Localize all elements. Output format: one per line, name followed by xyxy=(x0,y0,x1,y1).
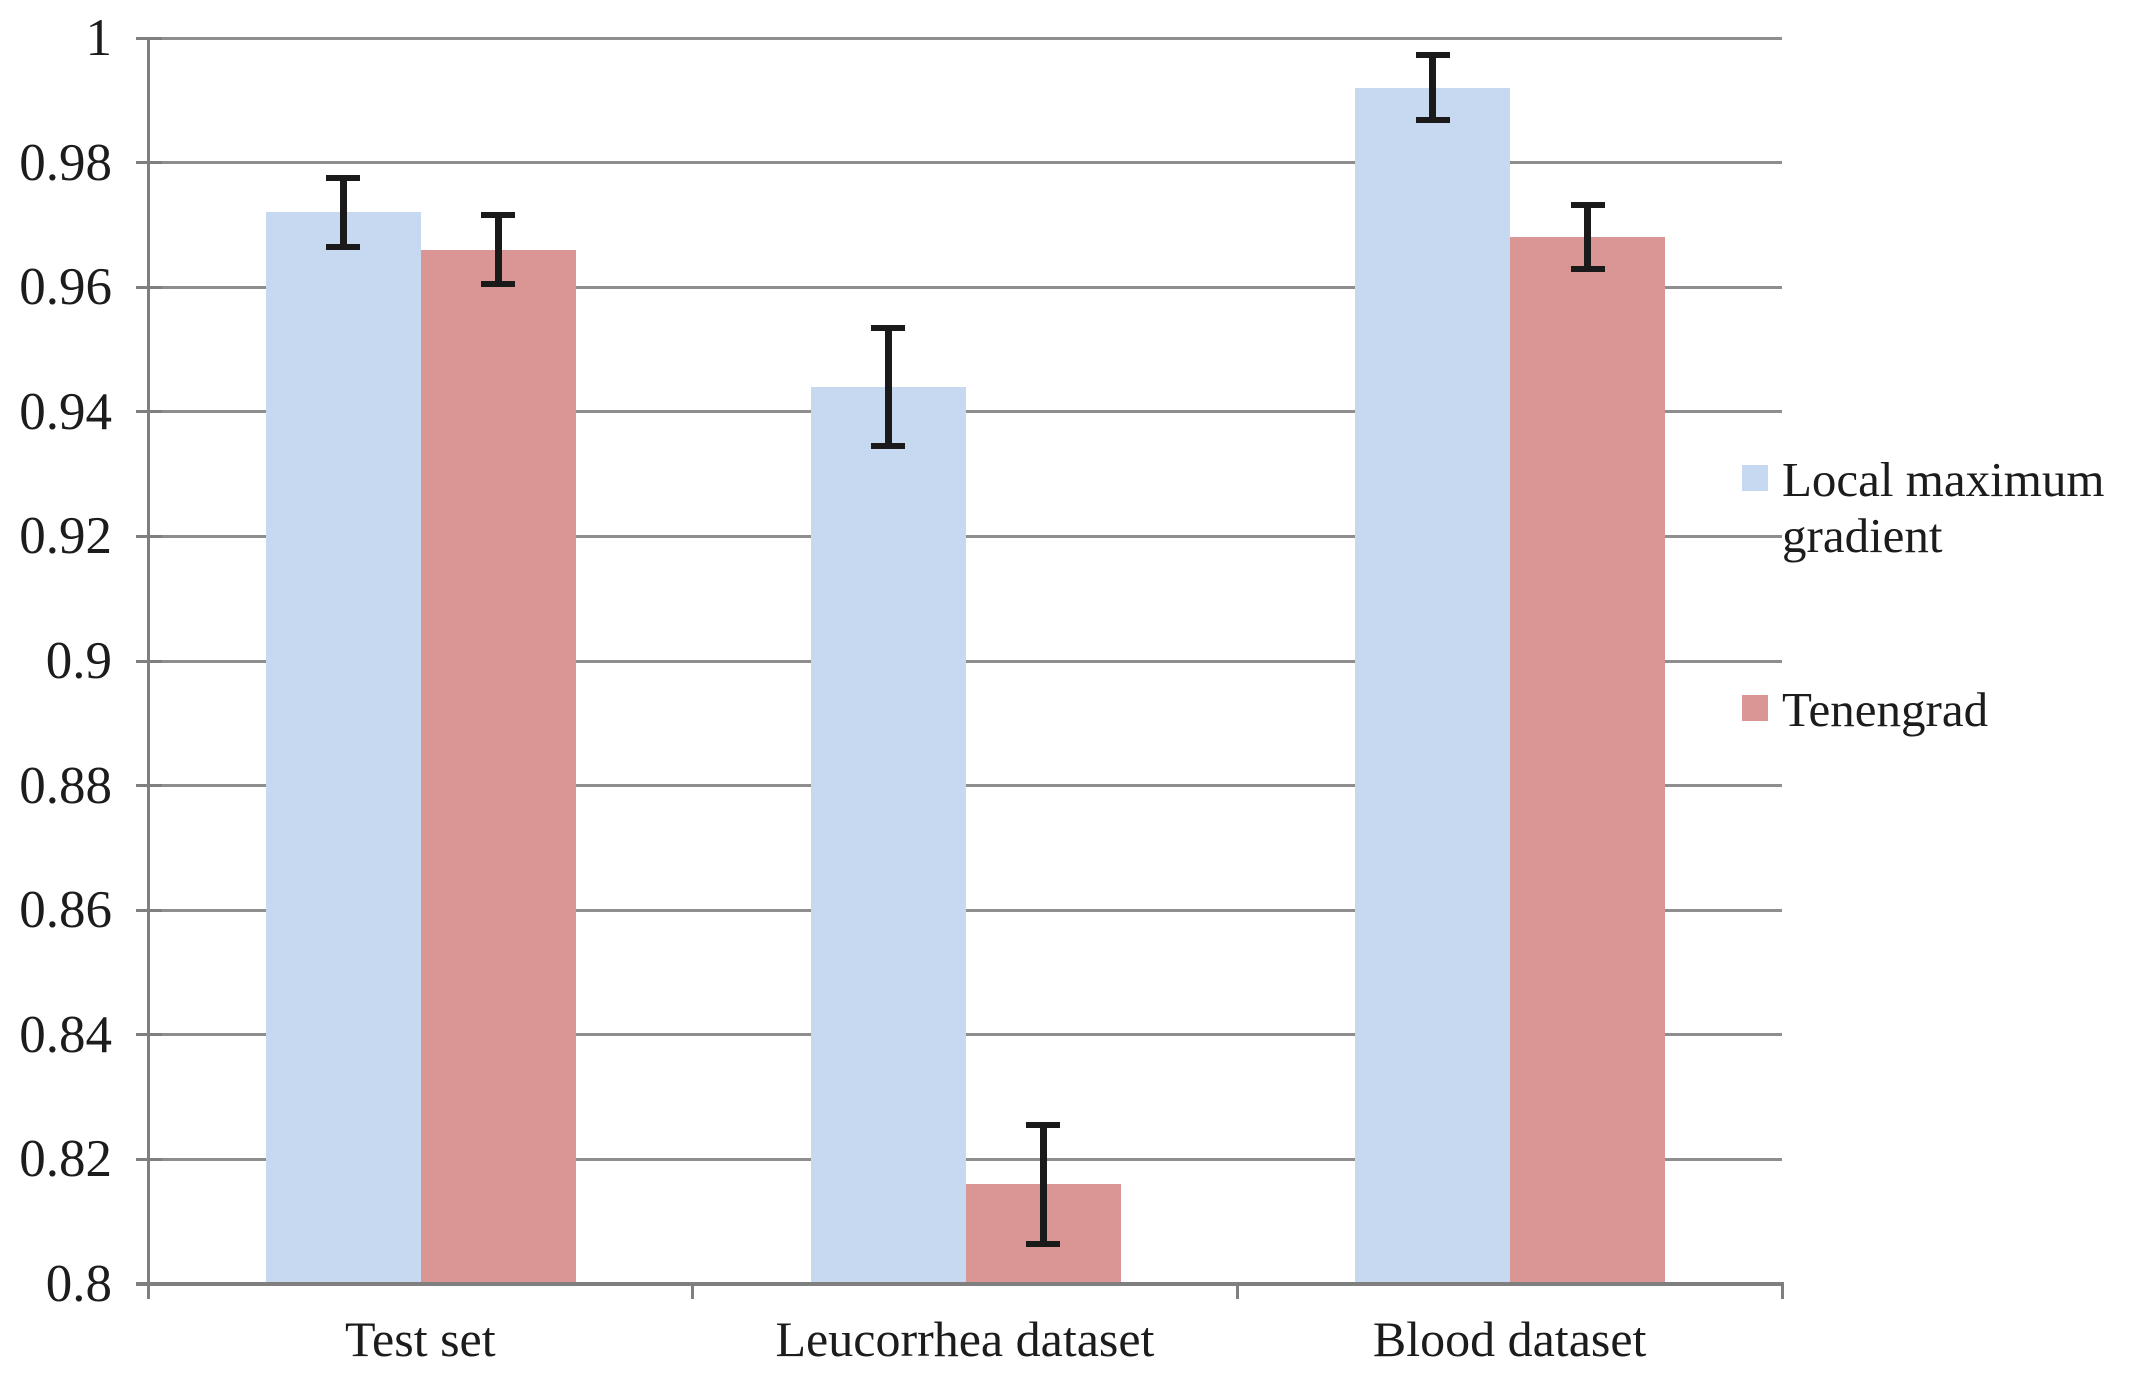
y-axis-tick-label: 0.92 xyxy=(19,507,112,566)
legend-entry-tenengrad: Tenengrad xyxy=(1742,682,2134,738)
error-bar-stem xyxy=(1039,1122,1047,1247)
error-bar xyxy=(1415,52,1450,124)
x-axis-tick-mark xyxy=(146,1282,150,1299)
legend-label-tenengrad: Tenengrad xyxy=(1782,682,1989,737)
legend-label-local-maximum-gradient: Local maximum gradient xyxy=(1782,452,2105,563)
bar-local-maximum-gradient xyxy=(810,386,966,1284)
y-axis-tick-label: 0.88 xyxy=(19,756,112,815)
chart-legend: Local maximum gradient Tenengrad xyxy=(1742,452,2134,738)
error-bar-stem xyxy=(339,175,347,250)
y-axis-tick-label: 0.84 xyxy=(19,1005,112,1064)
legend-swatch-local-maximum-gradient xyxy=(1742,465,1768,491)
y-axis-tick-label: 0.9 xyxy=(45,632,112,690)
error-bar-cap xyxy=(1415,117,1450,124)
y-axis-tick-label: 0.98 xyxy=(19,133,112,192)
error-bar-cap xyxy=(1415,52,1450,59)
category-label: Blood dataset xyxy=(1372,1311,1647,1367)
y-axis-tick-label: 0.86 xyxy=(19,881,112,940)
bar-local-maximum-gradient xyxy=(1355,87,1511,1284)
error-bar xyxy=(1570,202,1605,273)
error-bar-cap xyxy=(1570,202,1605,209)
gridline xyxy=(148,161,1782,165)
legend-entry-local-maximum-gradient: Local maximum gradient xyxy=(1742,452,2134,564)
y-axis-tick-label: 1 xyxy=(85,9,113,67)
y-axis-tick-label: 0.94 xyxy=(19,382,112,441)
y-axis-line xyxy=(146,38,150,1284)
bar-local-maximum-gradient xyxy=(265,212,421,1284)
error-bar-cap xyxy=(481,281,516,288)
error-bar-cap xyxy=(871,324,906,331)
gridline xyxy=(148,36,1782,40)
category-label: Test set xyxy=(345,1311,496,1367)
error-bar-cap xyxy=(326,243,361,250)
error-bar-cap xyxy=(1026,1122,1061,1129)
error-bar-stem xyxy=(1584,202,1592,273)
error-bar xyxy=(326,175,361,250)
error-bar-stem xyxy=(1429,52,1437,124)
error-bar-cap xyxy=(1026,1240,1061,1247)
gridline xyxy=(148,285,1782,289)
error-bar-cap xyxy=(326,175,361,182)
category-label: Leucorrhea dataset xyxy=(775,1311,1155,1367)
x-axis-tick-mark xyxy=(1780,1282,1784,1299)
bar-tenengrad xyxy=(420,249,576,1284)
y-axis-tick-label: 0.96 xyxy=(19,258,112,317)
error-bar-stem xyxy=(494,212,502,288)
error-bar xyxy=(1026,1122,1061,1247)
bar-tenengrad xyxy=(1510,237,1666,1284)
x-axis-tick-mark xyxy=(1235,1282,1239,1299)
error-bar-cap xyxy=(871,443,906,450)
y-axis-tick-label: 0.82 xyxy=(19,1130,112,1189)
error-bar-stem xyxy=(884,324,892,450)
error-bar xyxy=(871,324,906,450)
y-axis-tick-label: 0.8 xyxy=(45,1255,112,1313)
error-bar-cap xyxy=(1570,266,1605,273)
error-bar-cap xyxy=(481,212,516,219)
x-axis-tick-mark xyxy=(691,1282,695,1299)
legend-swatch-tenengrad xyxy=(1742,695,1768,721)
x-axis-line xyxy=(136,1282,1782,1286)
error-bar xyxy=(481,212,516,288)
